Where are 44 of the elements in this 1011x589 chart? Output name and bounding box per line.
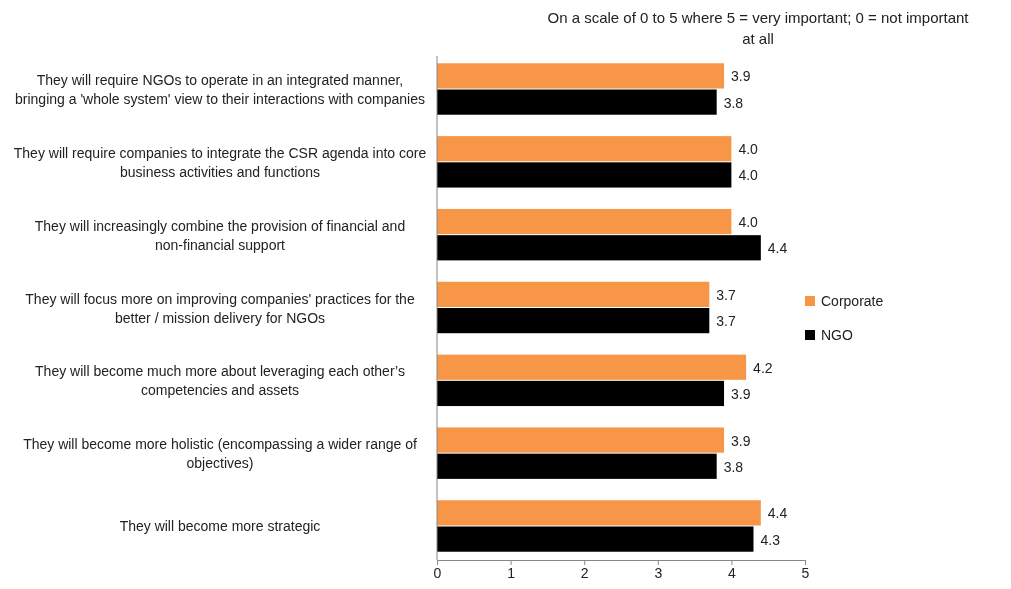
y-tick-label: They will focus more on improving companies' practices for the better / mission delivery for NGOs xyxy=(25,290,415,326)
data-label: 3.8 xyxy=(723,458,744,475)
y-tick-label: They will require NGOs to operate in an integrated manner, bringing a 'whole system' view to their interactions with companies xyxy=(15,72,425,107)
bar xyxy=(437,281,710,307)
data-label: 3.7 xyxy=(716,286,736,303)
x-tick-label: 3 xyxy=(654,564,663,581)
y-tick-label: They will increasingly combine the provision of financial and non-financial support xyxy=(34,217,406,253)
data-label: 4.0 xyxy=(738,141,759,158)
bar xyxy=(437,208,732,235)
y-tick-label: They will require companies to integrate the CSR agenda into core business activities and functions xyxy=(13,144,427,180)
x-tick-label: 2 xyxy=(580,564,589,581)
bar xyxy=(437,308,710,334)
bar xyxy=(437,136,732,162)
y-tick-label: They will become more holistic (encompassing a wider range of objectives) xyxy=(23,436,417,472)
bar xyxy=(437,453,717,479)
data-label: 3.9 xyxy=(731,68,751,85)
data-label: 3.9 xyxy=(731,432,751,449)
bar xyxy=(437,500,761,526)
x-tick-label: 0 xyxy=(433,564,442,581)
data-label: 4.2 xyxy=(753,359,773,376)
bar xyxy=(437,380,725,407)
bar xyxy=(437,89,717,115)
bar xyxy=(437,427,725,453)
y-tick-label: They will become more strategic xyxy=(119,518,321,535)
data-label: 4.0 xyxy=(738,214,759,231)
data-label: 4.3 xyxy=(760,531,781,548)
bar xyxy=(437,63,725,89)
y-tick-label: They will become much more about leveraging each other’s competencies and assets xyxy=(35,363,405,399)
chart-title: On a scale of 0 to 5 where 5 = very important; 0 = not important at all xyxy=(547,9,970,47)
bar xyxy=(437,162,732,188)
data-label: 4.4 xyxy=(767,240,788,257)
bar xyxy=(437,235,761,261)
x-tick-label: 4 xyxy=(728,564,736,581)
bar xyxy=(437,526,754,552)
data-label: 4.4 xyxy=(767,505,788,522)
x-tick-label: 5 xyxy=(801,564,810,581)
data-label: 3.9 xyxy=(731,385,751,402)
legend-label: NGO xyxy=(821,327,853,343)
bar xyxy=(437,354,747,380)
data-label: 3.7 xyxy=(716,313,736,330)
data-label: 3.8 xyxy=(723,94,744,111)
legend-label: Corporate xyxy=(821,293,884,309)
data-label: 4.0 xyxy=(738,167,759,184)
x-tick-label: 1 xyxy=(507,564,516,581)
